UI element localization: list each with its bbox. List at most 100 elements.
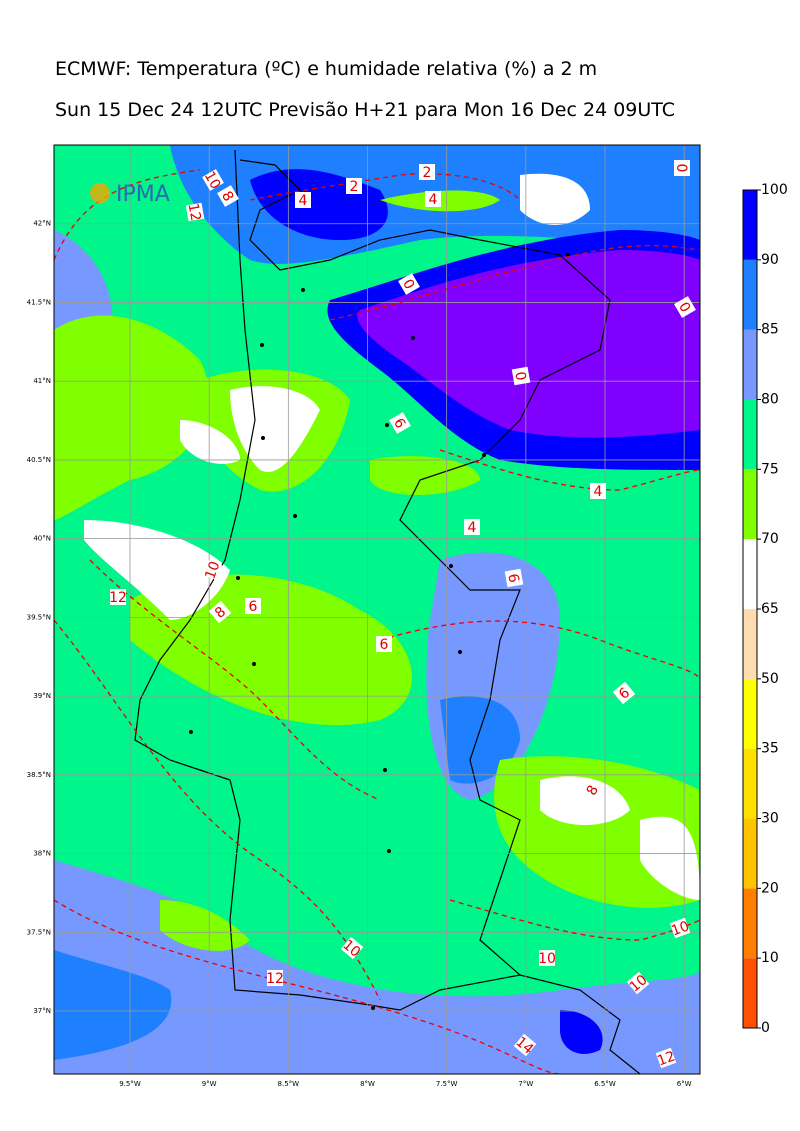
contour-label: 12 <box>266 970 284 987</box>
lon-tick-label: 8°W <box>360 1080 375 1088</box>
colorbar-tick-label: 75 <box>761 461 779 477</box>
contour-label-bg <box>513 1033 537 1057</box>
contour-label-bg <box>669 917 691 939</box>
lon-tick-label: 7.5°W <box>436 1080 458 1088</box>
colorbar-tick-label: 90 <box>761 252 779 268</box>
colorbar-tick-label: 30 <box>761 811 779 827</box>
contour-label: 4 <box>425 191 441 208</box>
contour-label-bg <box>201 559 223 581</box>
contour-label-bg <box>504 568 524 588</box>
contour-label: 6 <box>245 598 261 615</box>
colorbar-segment <box>743 259 757 330</box>
contour-label-text: 12 <box>109 590 127 606</box>
contour-label-text: 4 <box>594 484 603 500</box>
contour-label: 0 <box>674 296 696 318</box>
contour-label: 12 <box>655 1047 677 1070</box>
logo-text: IPMA <box>116 182 170 207</box>
contour-label-bg <box>511 366 531 386</box>
lat-tick-label: 38.5°N <box>27 771 51 779</box>
colorbar-tick-label: 80 <box>761 392 779 408</box>
lat-tick-label: 42°N <box>33 220 51 228</box>
lon-tick-label: 6.5°W <box>594 1080 616 1088</box>
contour-label: 12 <box>109 589 127 606</box>
lon-tick-label: 7°W <box>518 1080 533 1088</box>
contour-label: 2 <box>419 164 435 181</box>
contour-label-text: 2 <box>423 165 432 181</box>
contour-label-bg <box>217 185 239 207</box>
contour-label-text: 6 <box>380 637 389 653</box>
colorbar-segment <box>743 329 757 400</box>
colorbar-tick-label: 20 <box>761 880 779 896</box>
contour-label-text: 10 <box>202 559 223 581</box>
contour-label-bg <box>612 681 636 705</box>
contour-label-bg <box>346 178 362 194</box>
lat-tick-label: 40°N <box>33 535 51 543</box>
contour-label-text: 4 <box>468 520 477 536</box>
contour-label-text: 4 <box>299 193 308 209</box>
contour-label: 12 <box>185 202 205 222</box>
contour-label-text: 2 <box>350 179 359 195</box>
colorbar-segment <box>743 818 757 889</box>
contour-label-bg <box>376 636 392 652</box>
subtitle: Sun 15 Dec 24 12UTC Previsão H+21 para M… <box>55 99 675 121</box>
contour-label-text: 6 <box>504 572 521 584</box>
contour-label-bg <box>398 273 420 295</box>
colorbar-tick-label: 35 <box>761 741 779 757</box>
contour-label-bg <box>208 600 232 624</box>
colorbar-segment <box>743 748 757 819</box>
contour-label-bg <box>626 971 650 995</box>
contour-label: 4 <box>590 483 606 500</box>
lon-tick-label: 8.5°W <box>278 1080 300 1088</box>
contour-label-bg <box>202 169 224 191</box>
lon-tick-label: 6°W <box>677 1080 692 1088</box>
contour-label: 0 <box>398 273 420 295</box>
contour-label-bg <box>110 589 126 605</box>
colorbar-segment <box>743 958 757 1028</box>
colorbar-tick-label: 10 <box>761 950 779 966</box>
contour-label: 6 <box>504 568 524 588</box>
lat-tick-label: 39°N <box>33 692 51 700</box>
lat-tick-label: 40.5°N <box>27 456 51 464</box>
lat-tick-label: 37.5°N <box>27 928 51 936</box>
contour-label-bg <box>674 296 696 318</box>
colorbar-segment <box>743 678 757 749</box>
contour-label: 10 <box>669 917 691 940</box>
coastline <box>134 149 641 1074</box>
colorbar-tick-label: 70 <box>761 531 779 547</box>
contour-label-bg <box>185 202 205 222</box>
logo: IPMA <box>90 182 170 207</box>
lon-tick-label: 9°W <box>202 1080 217 1088</box>
contour-label: 2 <box>346 178 362 195</box>
contour-label-bg <box>389 412 411 434</box>
contour-label: 10 <box>201 169 224 192</box>
colorbar-segment <box>743 888 757 959</box>
contour-label-text: 0 <box>673 164 689 173</box>
contour-label: 0 <box>673 160 690 176</box>
colorbar-tick-label: 0 <box>761 1020 770 1036</box>
contour-label-text: 10 <box>538 951 556 967</box>
contour-label: 4 <box>464 519 480 536</box>
contour-label-bg <box>655 1047 677 1069</box>
contour-label-bg <box>590 483 606 499</box>
lat-tick-label: 39.5°N <box>27 613 51 621</box>
contour-label-text: 6 <box>249 599 258 615</box>
contour-label-text: 12 <box>266 971 284 987</box>
contour-label-bg <box>419 164 435 180</box>
map-frame <box>53 144 701 1075</box>
contour-label-text: 10 <box>669 918 691 939</box>
contour-label-bg <box>539 950 555 966</box>
lat-tick-label: 41°N <box>33 377 51 385</box>
colorbar-segment <box>743 609 757 679</box>
contour-label-text: 0 <box>511 370 528 382</box>
colorbar-segment <box>743 399 757 470</box>
contour-label-bg <box>464 519 480 535</box>
contour-label-text: 12 <box>185 202 204 222</box>
lat-tick-label: 41.5°N <box>27 298 51 306</box>
contour-label: 10 <box>538 950 556 967</box>
lon-tick-label: 9.5°W <box>119 1080 141 1088</box>
title: ECMWF: Temperatura (ºC) e humidade relat… <box>55 58 597 80</box>
contour-label-bg <box>425 191 441 207</box>
contour-label: 8 <box>217 185 239 207</box>
contour-label-bg <box>245 598 261 614</box>
contour-label: 6 <box>612 681 636 705</box>
